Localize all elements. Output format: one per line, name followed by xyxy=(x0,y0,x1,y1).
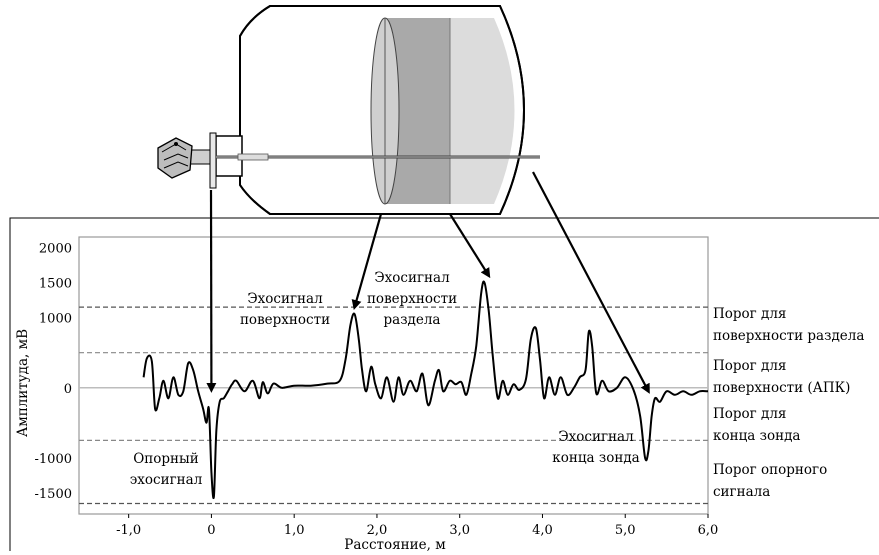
echo-annotation-3: поверхности xyxy=(367,291,457,307)
x-tick-label: 0 xyxy=(207,523,215,538)
y-tick-label: 0 xyxy=(64,382,72,397)
threshold-label-4: сигнала xyxy=(713,484,770,500)
tank-illustration xyxy=(158,6,540,214)
y-axis-label: Амплитуда, мВ xyxy=(15,329,31,437)
x-tick-label: 3,0 xyxy=(449,523,470,538)
threshold-label-1: Порог для xyxy=(713,306,786,322)
y-tick-label: -1000 xyxy=(35,452,72,467)
transmitter-head-icon xyxy=(158,138,210,178)
echo-annotation-3: Эхосигнал xyxy=(374,270,450,286)
echo-annotation-2: Эхосигнал xyxy=(247,291,323,307)
x-ticks: -1,0 0 1,0 2,0 3,0 4,0 5,0 6,0 xyxy=(116,514,718,538)
x-tick-label: 4,0 xyxy=(532,523,553,538)
threshold-label-4: Порог опорного xyxy=(713,462,827,478)
threshold-labels: Порог для поверхности раздела Порог для пов… xyxy=(713,306,864,500)
threshold-label-3: конца зонда xyxy=(713,428,800,444)
x-axis-label: Расстояние, м xyxy=(344,537,446,551)
echo-annotation-4: конца зонда xyxy=(552,450,639,466)
x-tick-label: 1,0 xyxy=(284,523,305,538)
y-ticks: 2000 1500 1000 0 -1000 -1500 xyxy=(35,242,72,502)
echo-annotation-1: Опорный xyxy=(133,451,199,467)
threshold-label-2: Порог для xyxy=(713,358,786,374)
y-tick-label: 2000 xyxy=(39,242,72,257)
echo-arrow-3 xyxy=(450,214,489,276)
threshold-label-2: поверхности (АПК) xyxy=(713,380,850,396)
tank-flange xyxy=(210,133,216,188)
y-tick-label: -1500 xyxy=(35,487,72,502)
x-tick-label: 6,0 xyxy=(698,523,719,538)
threshold-label-3: Порог для xyxy=(713,406,786,422)
x-tick-label: 2,0 xyxy=(367,523,388,538)
echo-arrow-4 xyxy=(533,172,648,391)
y-tick-label: 1000 xyxy=(39,312,72,327)
threshold-label-1: поверхности раздела xyxy=(713,328,864,344)
echo-annotation-4: Эхосигнал xyxy=(558,429,634,445)
y-tick-label: 1500 xyxy=(39,277,72,292)
echo-annotation-3: раздела xyxy=(384,312,441,328)
echo-annotation-1: эхосигнал xyxy=(130,472,203,488)
x-tick-label: 5,0 xyxy=(615,523,636,538)
x-tick-label: -1,0 xyxy=(116,523,141,538)
echo-annotation-2: поверхности xyxy=(240,312,330,328)
